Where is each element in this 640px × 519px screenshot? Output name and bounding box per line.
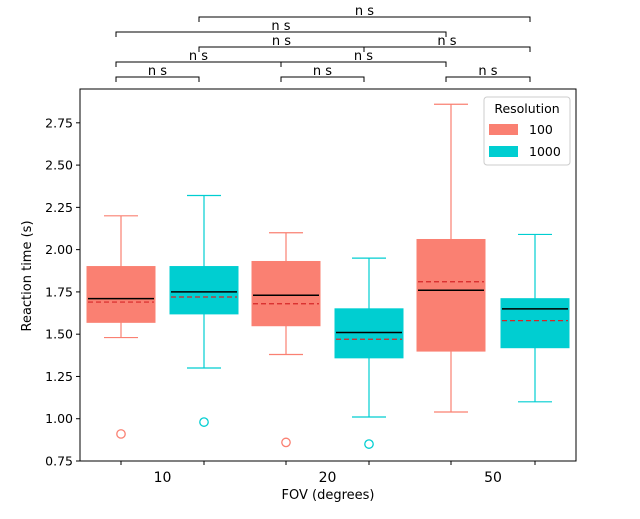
significance-label: n s bbox=[272, 34, 291, 49]
legend-label: 1000 bbox=[529, 144, 561, 159]
x-tick-label: 50 bbox=[484, 470, 502, 486]
x-axis-label: FOV (degrees) bbox=[282, 488, 375, 503]
significance-label: n s bbox=[271, 19, 290, 34]
significance-bracket bbox=[363, 46, 531, 52]
y-tick-label: 0.75 bbox=[45, 454, 73, 469]
axes: 0.75 1.00 1.25 1.50 1.75 2.00 2.25 2.50 2.75 10 20… bbox=[45, 88, 577, 486]
outlier-point bbox=[281, 437, 291, 448]
legend-title: Resolution bbox=[494, 101, 559, 116]
significance-bracket bbox=[115, 76, 200, 82]
significance-label: n s bbox=[189, 49, 208, 64]
y-tick-label: 2.25 bbox=[45, 200, 73, 215]
significance-bracket bbox=[445, 76, 531, 82]
outlier-point bbox=[116, 429, 126, 439]
box-iqr bbox=[334, 308, 404, 359]
significance-label: n s bbox=[148, 64, 167, 79]
significance-bracket bbox=[280, 76, 365, 82]
significance-label: n s bbox=[313, 64, 332, 79]
significance-bracket bbox=[198, 16, 531, 22]
y-tick-label: 1.50 bbox=[45, 327, 73, 342]
outlier-point bbox=[364, 439, 374, 449]
significance-label: n s bbox=[355, 4, 374, 19]
legend-label: 100 bbox=[529, 122, 553, 137]
box-iqr bbox=[86, 266, 156, 323]
axes-frame bbox=[79, 88, 577, 462]
significance-bracket bbox=[115, 31, 447, 37]
legend-swatch bbox=[489, 124, 518, 135]
significance-label: n s bbox=[354, 49, 373, 64]
significance-bracket bbox=[280, 61, 447, 67]
legend-swatch bbox=[489, 146, 518, 157]
significance-label: n s bbox=[437, 34, 456, 49]
y-tick-label: 1.75 bbox=[45, 284, 73, 299]
y-tick-label: 1.00 bbox=[45, 411, 73, 426]
legend: Resolution 100 1000 bbox=[483, 96, 571, 166]
box-iqr bbox=[251, 260, 321, 327]
x-tick-label: 10 bbox=[154, 470, 172, 486]
y-tick-label: 1.25 bbox=[45, 369, 73, 384]
plot-area bbox=[86, 103, 570, 449]
outlier-point bbox=[199, 417, 209, 427]
y-tick-label: 2.75 bbox=[45, 115, 73, 130]
box-iqr bbox=[500, 298, 570, 349]
y-axis-label: Reaction time (s) bbox=[20, 220, 35, 331]
box-iqr bbox=[416, 238, 486, 352]
y-tick-label: 2.00 bbox=[45, 242, 73, 257]
box-iqr bbox=[169, 266, 239, 315]
x-tick-label: 20 bbox=[319, 470, 337, 486]
significance-label: n s bbox=[478, 64, 497, 79]
y-tick-label: 2.50 bbox=[45, 158, 73, 173]
